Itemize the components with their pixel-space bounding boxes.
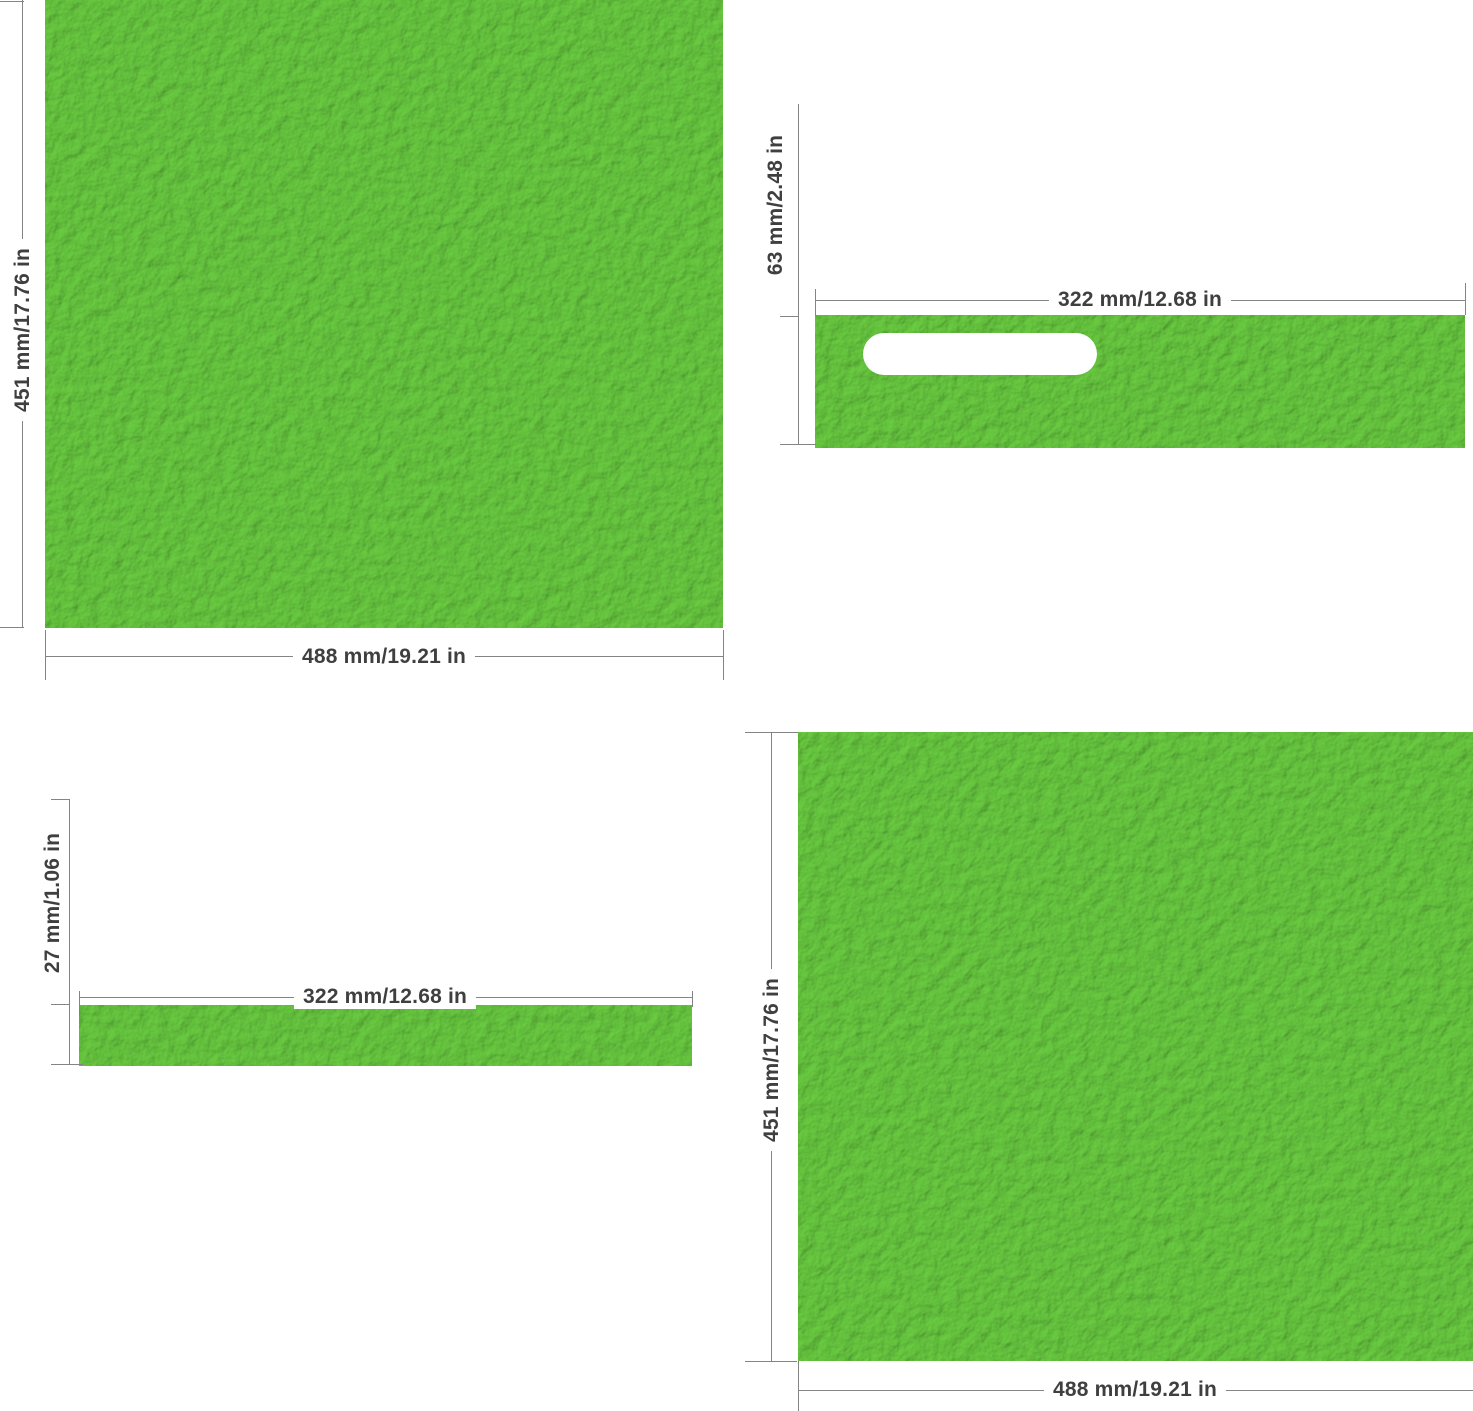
piece1-width-label: 488 mm/19.21 in: [292, 645, 476, 669]
tick: [45, 630, 46, 680]
piece2-height-label: 63 mm/2.48 in: [764, 134, 787, 276]
piece3-height-label: 27 mm/1.06 in: [41, 832, 64, 974]
fabric-piece-3: [79, 1005, 692, 1066]
tick: [692, 991, 693, 1007]
dimension-line-piece2-height: [798, 104, 799, 445]
fabric-piece-4: [798, 732, 1473, 1361]
tick: [723, 630, 724, 680]
tick: [745, 732, 798, 733]
tick: [0, 627, 24, 628]
piece2-width-label: 322 mm/12.68 in: [1048, 288, 1232, 312]
piece3-width-label: 322 mm/12.68 in: [293, 985, 477, 1009]
tick: [798, 1361, 799, 1411]
piece1-height-label: 451 mm/17.76 in: [11, 238, 35, 422]
tick: [780, 444, 816, 445]
handle-cutout: [863, 333, 1097, 375]
tick: [780, 316, 799, 317]
tick: [51, 1064, 83, 1065]
tick: [1465, 283, 1466, 315]
tick: [79, 991, 80, 1007]
tick: [0, 1, 24, 2]
tick: [815, 289, 816, 316]
fabric-piece-2: [815, 315, 1465, 448]
dimension-line-piece3-height: [69, 799, 70, 1065]
tick: [51, 799, 70, 800]
tick: [51, 1004, 70, 1005]
piece4-height-label: 451 mm/17.76 in: [760, 968, 784, 1152]
tick: [745, 1361, 797, 1362]
piece4-width-label: 488 mm/19.21 in: [1043, 1378, 1227, 1402]
fabric-piece-1: [45, 0, 723, 628]
